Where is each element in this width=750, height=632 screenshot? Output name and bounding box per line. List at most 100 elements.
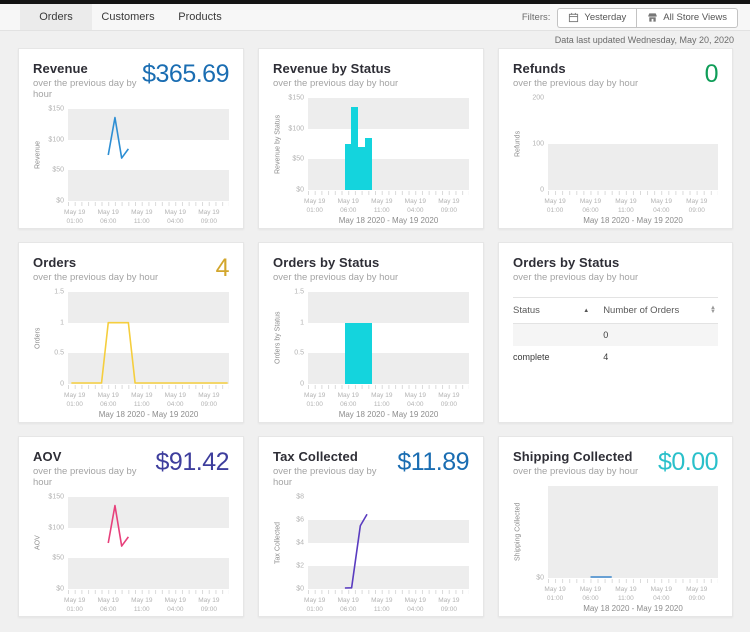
x-tick-label: May 19 11:00 — [615, 586, 637, 603]
grid-band — [68, 109, 229, 140]
x-tick-label: May 19 09:00 — [198, 392, 220, 409]
orders-by-status-chart: Orders by Status 1.5 1 0.5 0 May 19 01:00 May … — [273, 288, 469, 419]
x-axis-labels: May 19 01:00 May 19 06:00 May 19 11:00 May … — [64, 596, 229, 614]
column-header-status[interactable]: Status ▲ — [513, 305, 590, 316]
plot-area — [68, 292, 229, 384]
column-header-number-of-orders[interactable]: Number of Orders ▲ ▼ — [603, 304, 716, 316]
x-axis-labels: May 19 01:00 May 19 06:00 May 19 11:00 May … — [64, 391, 229, 409]
grid-band — [68, 353, 229, 384]
store-icon — [648, 13, 657, 22]
line-series — [68, 292, 229, 384]
grid-band — [308, 159, 469, 190]
card-title: Orders — [33, 255, 77, 270]
x-tick-label: May 19 06:00 — [579, 586, 602, 603]
y-tick-label: $150 — [48, 105, 64, 113]
date-range-caption: May 18 2020 - May 19 2020 — [308, 615, 469, 616]
x-tick-label: May 19 09:00 — [198, 209, 220, 226]
card-shipping-collected: Shipping Collected over the previous day… — [498, 436, 733, 617]
x-tick-label: May 19 01:00 — [304, 597, 326, 614]
card-title: Tax Collected — [273, 449, 358, 464]
shipping-collected-chart: Shipping Collected $0 May 19 01:00 May 19 0… — [513, 486, 718, 613]
x-tick-label: May 19 01:00 — [304, 198, 326, 215]
x-tick-label: May 19 11:00 — [131, 392, 153, 409]
x-tick-label: May 19 04:00 — [650, 198, 672, 215]
x-tick-label: May 19 06:00 — [97, 209, 119, 226]
refunds-chart: Refunds 200 100 0 May 19 01:00 May 19 06:00 Ma… — [513, 95, 718, 225]
y-tick-label: $0 — [296, 585, 304, 593]
store-view-filter-button[interactable]: All Store Views — [636, 7, 738, 28]
x-tick-label: May 19 06:00 — [97, 597, 119, 614]
y-axis-labels: 1.5 1 0.5 0 — [283, 288, 308, 388]
x-tick-label: May 19 04:00 — [164, 597, 186, 614]
y-tick-label: $150 — [48, 493, 64, 501]
y-axis-labels: 200 100 0 — [523, 95, 548, 194]
y-tick-label: $8 — [296, 493, 304, 501]
y-tick-label: $2 — [296, 562, 304, 570]
y-tick-label: 0.5 — [54, 349, 64, 357]
tab-customers[interactable]: Customers — [101, 11, 155, 23]
dashboard-grid: Revenue over the previous day by hour $3… — [0, 48, 750, 617]
card-subtitle: over the previous day by hour — [513, 466, 639, 477]
tab-products[interactable]: Products — [178, 11, 222, 23]
grid-band — [68, 497, 229, 528]
table-row: complete 4 — [513, 346, 718, 368]
tab-orders[interactable]: Orders — [20, 4, 92, 30]
card-title: Orders by Status — [273, 255, 380, 270]
date-range-caption: May 18 2020 - May 19 2020 — [338, 410, 439, 419]
card-refunds: Refunds over the previous day by hour 0 … — [498, 48, 733, 229]
y-axis-title: Revenue — [34, 140, 42, 170]
card-title: Shipping Collected — [513, 449, 633, 464]
y-tick-label: 1.5 — [54, 288, 64, 296]
card-title: AOV — [33, 449, 62, 464]
plot-area — [308, 98, 469, 190]
x-tick-label: May 19 06:00 — [337, 198, 359, 215]
grid-band — [308, 353, 469, 384]
revenue-chart: Revenue $150 $100 $50 $0 May 19 01:00 May 19 0… — [33, 105, 229, 228]
bar — [358, 147, 366, 190]
y-tick-label: $100 — [48, 524, 64, 532]
y-axis-title: Orders by Status — [274, 311, 282, 365]
line-series — [68, 109, 229, 201]
card-subtitle: over the previous day by hour — [33, 466, 137, 488]
top-black-strip — [0, 0, 750, 4]
y-axis-labels: $150 $100 $50 $0 — [43, 493, 68, 593]
date-filter-button[interactable]: Yesterday — [557, 7, 637, 28]
filters-label: Filters: — [521, 12, 551, 23]
card-revenue: Revenue over the previous day by hour $3… — [18, 48, 244, 229]
date-range-caption: May 18 2020 - May 19 2020 — [583, 604, 683, 613]
y-tick-label: 1.5 — [294, 288, 304, 296]
y-tick-label: $150 — [288, 94, 304, 102]
card-subtitle: over the previous day by hour — [273, 466, 377, 488]
card-title: Revenue by Status — [273, 61, 392, 76]
tax-value: $11.89 — [397, 448, 469, 476]
x-tick-label: May 19 11:00 — [371, 597, 393, 614]
card-title: Revenue — [33, 61, 88, 76]
count-cell: 4 — [603, 352, 609, 362]
x-tick-label: May 19 09:00 — [686, 586, 708, 603]
card-subtitle: over the previous day by hour — [513, 272, 639, 283]
filter-group: Yesterday All Store Views — [557, 7, 738, 28]
y-tick-label: $0 — [56, 197, 64, 205]
x-axis-labels: May 19 01:00 May 19 06:00 May 19 11:00 May … — [304, 391, 469, 408]
y-axis-title: AOV — [34, 535, 42, 551]
card-subtitle: over the previous day by hour — [33, 272, 159, 283]
x-axis-minor-ticks — [68, 590, 229, 594]
bar — [344, 322, 352, 384]
y-axis-labels: $8 $6 $4 $2 $0 — [283, 493, 308, 593]
card-orders: Orders over the previous day by hour 4 O… — [18, 242, 244, 423]
y-axis-labels: 1.5 1 0.5 0 — [43, 288, 68, 388]
y-tick-label: $0 — [56, 585, 64, 593]
x-axis-labels: May 19 01:00 May 19 06:00 May 19 11:00 May … — [544, 197, 718, 215]
x-axis-labels: May 19 01:00 May 19 06:00 May 19 11:00 May … — [544, 585, 718, 603]
y-axis-labels: $150 $100 $50 $0 — [43, 105, 68, 205]
orders-by-status-table: Status ▲ Number of Orders ▲ ▼ 0 complete … — [513, 297, 718, 368]
card-title: Orders by Status — [513, 255, 620, 270]
x-tick-label: May 19 01:00 — [64, 392, 86, 409]
x-tick-label: May 19 06:00 — [337, 597, 359, 614]
x-tick-label: May 19 11:00 — [615, 198, 637, 215]
bar — [358, 322, 366, 384]
x-tick-label: May 19 06:00 — [579, 198, 602, 215]
y-tick-label: $100 — [288, 125, 304, 133]
x-tick-label: May 19 04:00 — [650, 586, 672, 603]
grid-band — [68, 292, 229, 323]
